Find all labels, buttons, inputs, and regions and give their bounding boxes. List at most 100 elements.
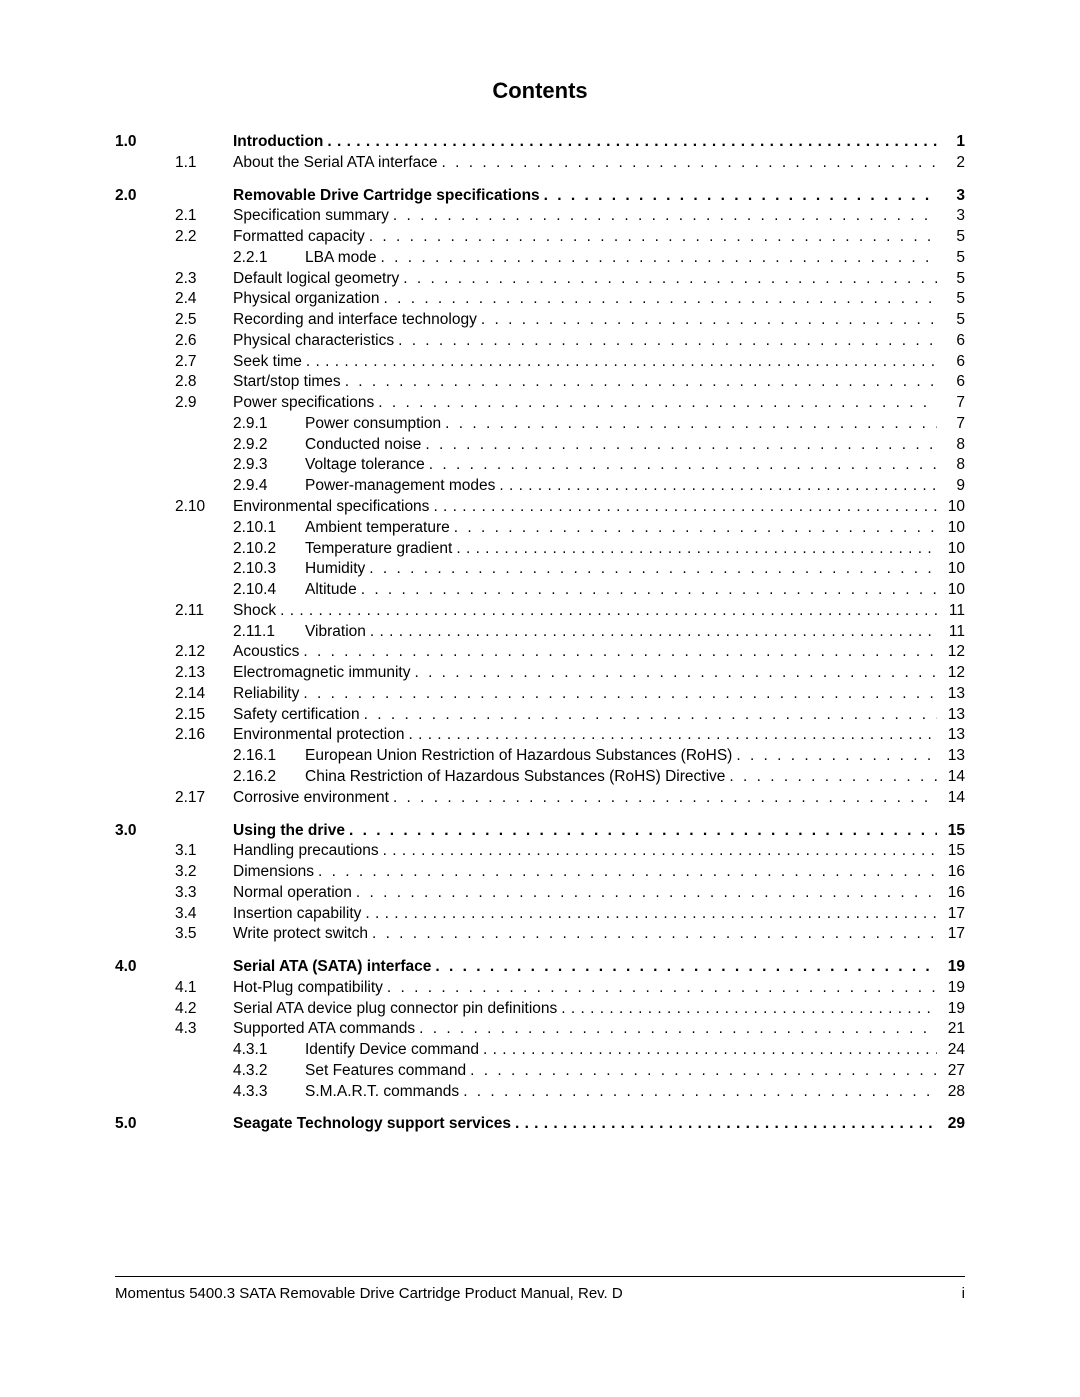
toc-page-number: 16 xyxy=(937,862,965,883)
toc-leader-dots xyxy=(361,904,937,925)
toc-leader-dots xyxy=(365,559,937,580)
toc-page-number: 11 xyxy=(937,622,965,643)
toc-row: 4.3.2Set Features command27 xyxy=(115,1061,965,1082)
toc-subsection-number: 2.11 xyxy=(175,601,233,622)
toc-page-number: 14 xyxy=(937,788,965,809)
toc-row: 2.10.4Altitude10 xyxy=(115,580,965,601)
toc-leader-dots xyxy=(374,393,937,414)
toc-subsubsection-number: 2.2.1 xyxy=(233,248,305,269)
toc-subsubsection-number: 2.10.4 xyxy=(233,580,305,601)
toc-leader-dots xyxy=(299,642,937,663)
toc-leader-dots xyxy=(399,269,937,290)
toc-row: 3.2Dimensions16 xyxy=(115,862,965,883)
toc-label: China Restriction of Hazardous Substance… xyxy=(305,767,725,788)
toc-page-number: 10 xyxy=(937,497,965,518)
toc-subsection-number: 2.3 xyxy=(175,269,233,290)
toc-leader-dots xyxy=(379,841,937,862)
toc-leader-dots xyxy=(479,1040,937,1061)
footer-page-number: i xyxy=(962,1285,965,1302)
toc-page-number: 10 xyxy=(937,580,965,601)
toc-row: 4.1Hot-Plug compatibility19 xyxy=(115,978,965,999)
toc-row: 2.12Acoustics12 xyxy=(115,642,965,663)
toc-subsection-number: 3.4 xyxy=(175,904,233,925)
toc-label: Physical organization xyxy=(233,289,379,310)
toc-page-number: 24 xyxy=(937,1040,965,1061)
toc-row: 2.10.3Humidity10 xyxy=(115,559,965,580)
toc-subsection-number: 2.12 xyxy=(175,642,233,663)
toc-leader-dots xyxy=(314,862,937,883)
toc-label: Temperature gradient xyxy=(305,539,452,560)
toc-page-number: 12 xyxy=(937,663,965,684)
toc-page-number: 9 xyxy=(937,476,965,497)
toc-page-number: 11 xyxy=(937,601,965,622)
toc-row: 2.13Electromagnetic immunity12 xyxy=(115,663,965,684)
toc-row: 2.3Default logical geometry5 xyxy=(115,269,965,290)
toc-row: 2.16Environmental protection13 xyxy=(115,725,965,746)
toc-leader-dots xyxy=(452,539,937,560)
toc-page-number: 7 xyxy=(937,414,965,435)
toc-row: 2.14Reliability13 xyxy=(115,684,965,705)
toc-page-number: 21 xyxy=(937,1019,965,1040)
toc-label: Start/stop times xyxy=(233,372,341,393)
toc-leader-dots xyxy=(450,518,937,539)
toc-subsection-number: 2.16 xyxy=(175,725,233,746)
toc-row: 2.9.1Power consumption7 xyxy=(115,414,965,435)
toc-row: 4.3.3S.M.A.R.T. commands28 xyxy=(115,1082,965,1103)
toc-leader-dots xyxy=(431,957,937,978)
toc-label: Normal operation xyxy=(233,883,352,904)
toc-subsubsection-number: 2.16.1 xyxy=(233,746,305,767)
toc-leader-dots xyxy=(323,132,937,153)
toc-page-number: 13 xyxy=(937,746,965,767)
toc-subsection-number: 2.15 xyxy=(175,705,233,726)
toc-page-number: 5 xyxy=(937,227,965,248)
toc-subsection-number: 2.2 xyxy=(175,227,233,248)
toc-subsubsection-number: 2.9.2 xyxy=(233,435,305,456)
toc-page-number: 5 xyxy=(937,248,965,269)
toc-label: Voltage tolerance xyxy=(305,455,425,476)
toc-leader-dots xyxy=(389,788,937,809)
toc-leader-dots xyxy=(415,1019,937,1040)
toc-row: 3.5Write protect switch17 xyxy=(115,924,965,945)
toc-page-number: 3 xyxy=(937,186,965,207)
toc-leader-dots xyxy=(341,372,937,393)
toc-label: Humidity xyxy=(305,559,365,580)
toc-page-number: 6 xyxy=(937,331,965,352)
toc-leader-dots xyxy=(732,746,937,767)
toc-page-number: 14 xyxy=(937,767,965,788)
toc-page-number: 27 xyxy=(937,1061,965,1082)
toc-row: 2.2Formatted capacity5 xyxy=(115,227,965,248)
toc-subsection-number: 3.5 xyxy=(175,924,233,945)
toc-subsubsection-number: 4.3.1 xyxy=(233,1040,305,1061)
toc-row: 3.4Insertion capability17 xyxy=(115,904,965,925)
toc-subsubsection-number: 4.3.3 xyxy=(233,1082,305,1103)
toc-row: 2.5Recording and interface technology5 xyxy=(115,310,965,331)
toc-label: Identify Device command xyxy=(305,1040,479,1061)
toc-label: Corrosive environment xyxy=(233,788,389,809)
toc-row: 3.3Normal operation16 xyxy=(115,883,965,904)
toc-page-number: 16 xyxy=(937,883,965,904)
toc-leader-dots xyxy=(557,999,937,1020)
toc-page-number: 3 xyxy=(937,206,965,227)
toc-row: 2.8Start/stop times 6 xyxy=(115,372,965,393)
toc-label: LBA mode xyxy=(305,248,377,269)
toc-leader-dots xyxy=(389,206,937,227)
toc-subsection-number: 2.8 xyxy=(175,372,233,393)
toc-label: Hot-Plug compatibility xyxy=(233,978,383,999)
toc-row: 5.0Seagate Technology support services29 xyxy=(115,1114,965,1135)
toc-row: 2.2.1LBA mode 5 xyxy=(115,248,965,269)
toc-subsubsection-number: 4.3.2 xyxy=(233,1061,305,1082)
toc-subsubsection-number: 2.10.3 xyxy=(233,559,305,580)
toc-page-number: 13 xyxy=(937,725,965,746)
toc-subsubsection-number: 2.11.1 xyxy=(233,622,305,643)
toc-label: Electromagnetic immunity xyxy=(233,663,410,684)
toc-leader-dots xyxy=(377,248,937,269)
toc-label: Physical characteristics xyxy=(233,331,394,352)
toc-subsubsection-number: 2.9.4 xyxy=(233,476,305,497)
toc-label: Ambient temperature xyxy=(305,518,450,539)
toc-row: 2.9.2Conducted noise8 xyxy=(115,435,965,456)
toc-page-number: 8 xyxy=(937,435,965,456)
toc-subsection-number: 2.4 xyxy=(175,289,233,310)
toc-leader-dots xyxy=(466,1061,937,1082)
page-title: Contents xyxy=(115,78,965,104)
toc-page-number: 6 xyxy=(937,372,965,393)
